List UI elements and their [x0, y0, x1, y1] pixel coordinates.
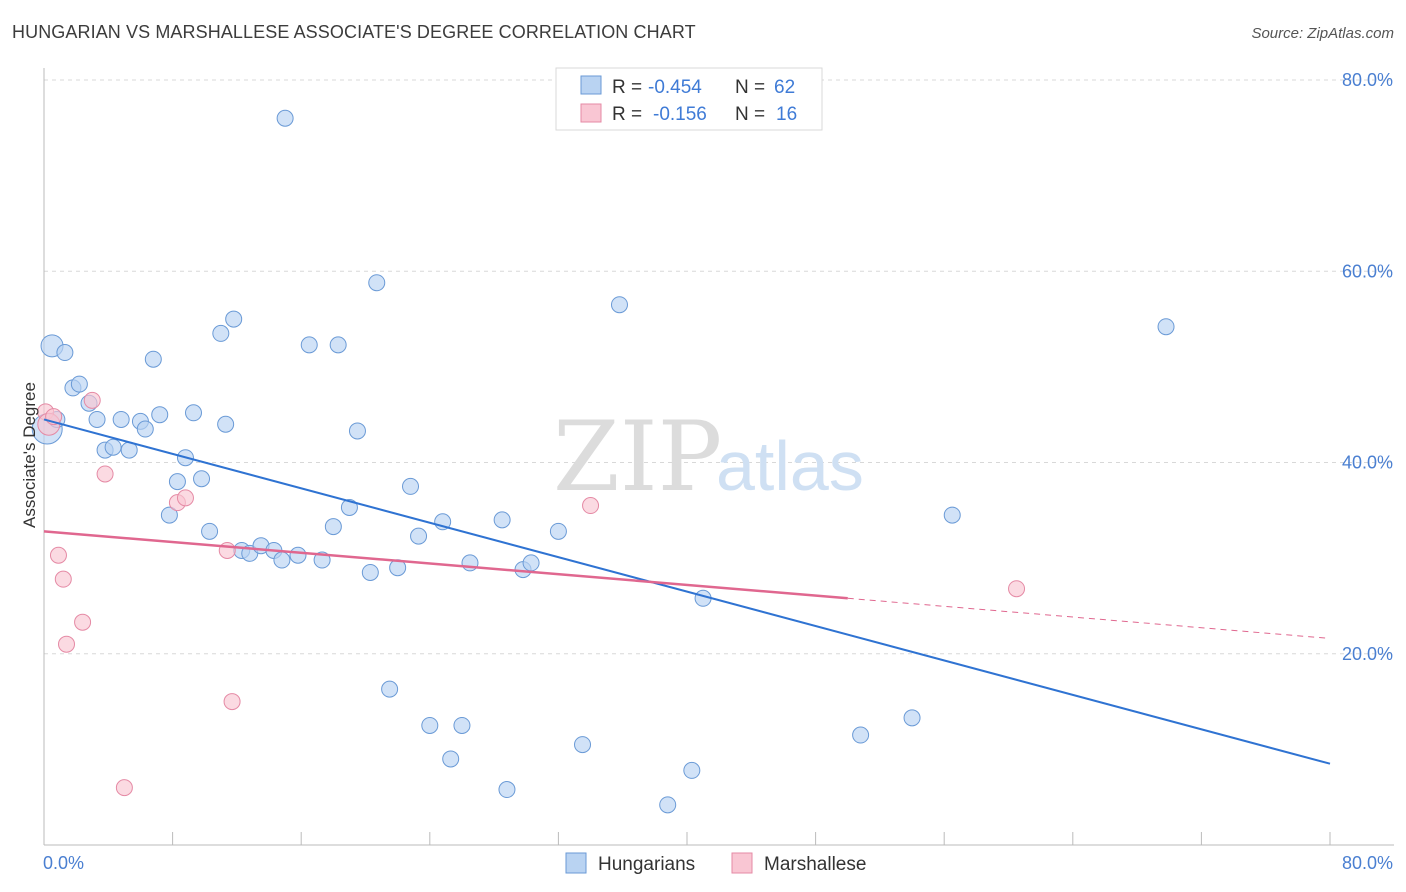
hungarians-point: [300, 336, 318, 354]
hungarians-point: [659, 796, 677, 814]
hungarians-point: [273, 551, 291, 569]
hungarians-point: [168, 473, 186, 491]
hungarians-point: [136, 420, 154, 438]
watermark: ZIP atlas: [553, 401, 864, 513]
y-tick-label: 60.0%: [1342, 261, 1393, 281]
hungarians-point: [442, 750, 460, 768]
marshallese-point: [218, 541, 236, 559]
marshallese-point: [58, 635, 76, 653]
hungarians-point: [368, 274, 386, 292]
hungarians-point: [151, 406, 169, 424]
marshallese-point: [74, 613, 92, 631]
hungarians-point: [683, 761, 701, 779]
marshallese-point: [96, 465, 114, 483]
x-tick-label: 80.0%: [1342, 853, 1393, 873]
legend-r-value-marshallese: -0.156: [653, 104, 707, 125]
hungarians-point: [289, 546, 307, 564]
marshallese-point: [223, 693, 241, 711]
marshallese-point: [83, 391, 101, 409]
bottom-legend-swatch-hungarians: [565, 852, 587, 874]
legend-n-label-marshallese: N =: [735, 104, 765, 125]
hungarians-point: [217, 415, 235, 433]
legend-swatch-hungarians: [580, 75, 602, 95]
hungarians-point: [348, 422, 366, 440]
legend-r-value-hungarians: -0.454: [648, 77, 702, 98]
legend-r-label-marshallese: R =: [612, 104, 642, 125]
legend-n-value-hungarians: 62: [774, 77, 795, 98]
marshallese-point: [54, 570, 72, 588]
hungarians-point: [212, 324, 230, 342]
marshallese-point: [582, 497, 600, 515]
hungarians-point: [402, 477, 420, 495]
bottom-legend-label-marshallese: Marshallese: [764, 854, 866, 875]
hungarians-point: [56, 344, 74, 362]
hungarians-point: [852, 726, 870, 744]
hungarians-point: [104, 438, 122, 456]
hungarians-point: [381, 680, 399, 698]
marshallese-point: [115, 779, 133, 797]
watermark-atlas: atlas: [716, 427, 864, 505]
y-tick-label: 20.0%: [1342, 644, 1393, 664]
legend-swatch-marshallese: [580, 103, 602, 123]
y-axis-label: Associate's Degree: [20, 382, 39, 528]
hungarians-point: [498, 781, 516, 799]
hungarians-point: [112, 410, 130, 428]
marshallese-point: [176, 489, 194, 507]
y-tick-label: 40.0%: [1342, 453, 1393, 473]
hungarians-point: [201, 522, 219, 540]
hungarians-point: [522, 554, 540, 572]
legend-n-value-marshallese: 16: [776, 104, 797, 125]
hungarians-point: [549, 522, 567, 540]
axes: [43, 68, 1394, 846]
hungarians-point: [70, 375, 88, 393]
hungarians-point: [361, 563, 379, 581]
y-tick-labels: 20.0% 40.0% 60.0% 80.0%: [1342, 70, 1393, 664]
hungarians-point: [193, 470, 211, 488]
hungarians-point: [324, 518, 342, 536]
hungarians-point: [493, 511, 511, 529]
watermark-zip: ZIP: [553, 401, 722, 513]
hungarians-point: [943, 506, 961, 524]
gridlines: [44, 79, 1394, 655]
x-tick-labels: 0.0% 80.0%: [43, 853, 1393, 873]
marshallese-point: [49, 546, 67, 564]
hungarians-point: [160, 506, 178, 524]
bottom-legend-swatch-marshallese: [731, 852, 753, 874]
chart-source: Source: ZipAtlas.com: [1251, 25, 1394, 42]
hungarians-point: [329, 336, 347, 354]
chart-title: HUNGARIAN VS MARSHALLESE ASSOCIATE'S DEG…: [12, 22, 696, 42]
hungarians-point: [1157, 318, 1175, 336]
hungarians-point: [903, 709, 921, 727]
hungarians-point: [610, 296, 628, 314]
hungarians-trend-line: [43, 418, 1331, 765]
legend-r-label-hungarians: R =: [612, 77, 642, 98]
hungarians-point: [340, 498, 358, 516]
bottom-legend-label-hungarians: Hungarians: [598, 854, 695, 875]
marshallese-trend-line: [43, 530, 848, 600]
hungarians-point: [574, 736, 592, 754]
y-tick-label: 80.0%: [1342, 70, 1393, 90]
hungarians-point: [88, 410, 106, 428]
marshallese-point: [1008, 580, 1026, 598]
hungarians-point: [184, 404, 202, 422]
x-tick-label: 0.0%: [43, 853, 84, 873]
marshallese-trend-extension: [847, 597, 1331, 639]
hungarians-point: [410, 527, 428, 545]
hungarians-point: [453, 716, 471, 734]
top-legend: R = -0.454 N = 62 R = -0.156 N = 16: [555, 67, 823, 131]
legend-n-label-hungarians: N =: [735, 77, 765, 98]
trend-lines: [43, 418, 1331, 765]
hungarians-point: [144, 350, 162, 368]
hungarians-point: [276, 109, 294, 127]
bottom-legend: Hungarians Marshallese: [565, 852, 866, 875]
hungarians-point: [225, 310, 243, 328]
hungarians-point: [421, 716, 439, 734]
